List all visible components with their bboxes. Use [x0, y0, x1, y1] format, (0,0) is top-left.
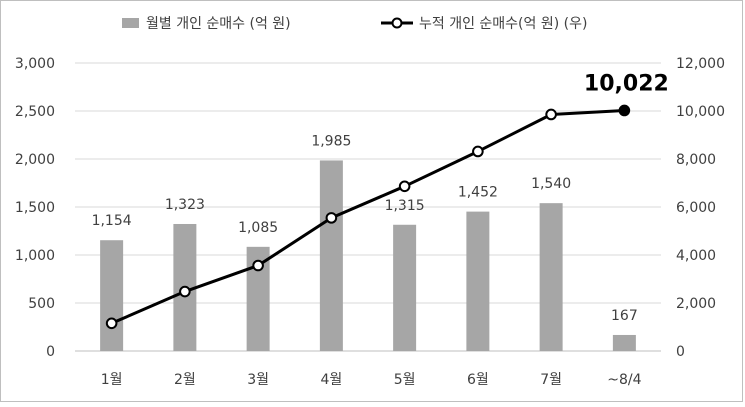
line-point	[618, 104, 631, 117]
bar	[612, 334, 636, 351]
legend-bar-swatch	[122, 18, 139, 28]
line-point	[105, 317, 118, 330]
left-tick-label: 500	[28, 296, 55, 312]
bar	[539, 203, 563, 351]
line-path	[111, 108, 625, 325]
left-tick-label: 1,500	[15, 200, 55, 216]
line-point	[179, 285, 191, 298]
bar-data-label: 1,323	[165, 197, 205, 213]
right-tick-label: 12,000	[676, 56, 725, 72]
left-axis-ticks: 0 500 1,000 1,500 2,000 2,500 3,000	[15, 56, 55, 360]
line-point	[398, 180, 411, 193]
right-tick-label: 4,000	[676, 248, 716, 264]
category-label: ~8/4	[607, 372, 641, 388]
category-label: 6월	[467, 372, 489, 388]
line-series: 10,022	[105, 71, 669, 330]
right-tick-label: 2,000	[676, 296, 716, 312]
line-point	[472, 145, 484, 158]
bar-data-label: 1,540	[531, 176, 571, 192]
legend-bar-label: 월별 개인 순매수 (억 원)	[146, 16, 291, 32]
bar	[393, 224, 417, 351]
legend-line-label: 누적 개인 순매수(억 원) (우)	[419, 16, 587, 32]
right-tick-label: 6,000	[676, 200, 716, 216]
category-label: 2월	[174, 372, 196, 388]
bar	[319, 160, 343, 351]
line-point	[252, 259, 264, 272]
bar-series	[100, 160, 636, 351]
left-tick-label: 1,000	[15, 248, 55, 264]
bar-data-labels: 1,154 1,323 1,085 1,985 1,315 1,452 1,540 167	[92, 133, 638, 324]
left-tick-label: 2,000	[15, 152, 55, 168]
category-labels: 1월 2월 3월 4월 5월 6월 7월 ~8/4	[101, 372, 642, 388]
bar	[246, 246, 270, 351]
bar-data-label: 1,985	[311, 133, 351, 149]
gridlines	[75, 62, 661, 352]
left-tick-label: 0	[46, 344, 55, 360]
category-label: 7월	[540, 372, 562, 388]
bar-data-label: 167	[611, 308, 638, 324]
left-tick-label: 3,000	[15, 56, 55, 72]
bar-data-label: 1,154	[92, 213, 132, 229]
line-data-label: 10,022	[584, 71, 669, 96]
category-label: 3월	[247, 372, 269, 388]
bar	[100, 240, 124, 351]
category-label: 4월	[320, 372, 342, 388]
right-tick-label: 8,000	[676, 152, 716, 168]
line-point	[325, 212, 338, 224]
category-label: 1월	[101, 372, 123, 388]
bar-data-label: 1,085	[238, 220, 278, 236]
legend-line-marker	[391, 17, 403, 29]
bar-data-label: 1,315	[385, 198, 425, 214]
bar	[466, 211, 490, 351]
category-label: 5월	[394, 372, 416, 388]
right-tick-label: 10,000	[676, 104, 725, 120]
bar-data-label: 1,452	[458, 185, 498, 201]
right-axis-ticks: 0 2,000 4,000 6,000 8,000 10,000 12,000	[676, 56, 725, 360]
line-point	[545, 108, 557, 121]
legend: 월별 개인 순매수 (억 원) 누적 개인 순매수(억 원) (우)	[122, 16, 587, 32]
left-tick-label: 2,500	[15, 104, 55, 120]
right-tick-label: 0	[676, 344, 685, 360]
